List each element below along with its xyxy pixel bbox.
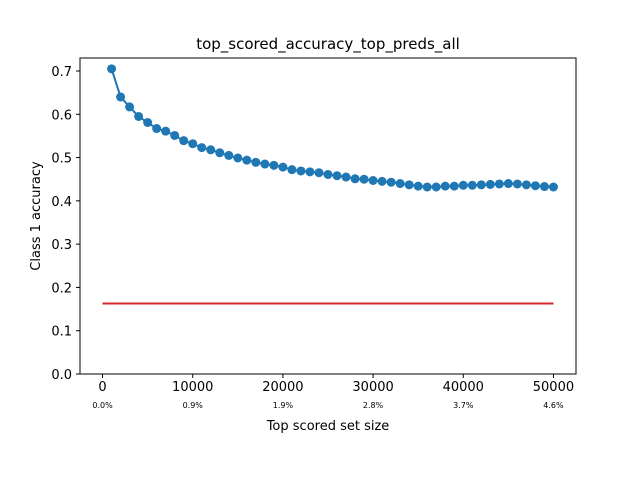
x-secondary-tick-label: 0.0% bbox=[92, 401, 113, 410]
series-0-point bbox=[530, 181, 540, 191]
y-tick-label: 0.2 bbox=[51, 281, 72, 296]
series-0-point bbox=[251, 157, 261, 167]
series-0-point bbox=[260, 159, 270, 169]
series-0-point bbox=[431, 182, 441, 192]
series-0-point bbox=[215, 148, 225, 158]
x-tick-label: 30000 bbox=[352, 380, 393, 395]
series-0-point bbox=[206, 145, 216, 155]
series-0-point bbox=[341, 172, 351, 182]
series-0-point bbox=[179, 136, 189, 146]
plot-area bbox=[102, 64, 558, 305]
x-axis-label: Top scored set size bbox=[266, 419, 390, 434]
x-secondary-tick-label: 4.6% bbox=[543, 401, 564, 410]
series-0-point bbox=[161, 126, 171, 136]
y-tick-label: 0.5 bbox=[51, 152, 72, 167]
series-0-point bbox=[449, 181, 459, 191]
series-0-point bbox=[458, 180, 468, 190]
series-0-point bbox=[323, 169, 333, 179]
series-0-point bbox=[305, 167, 315, 177]
series-0-point bbox=[314, 168, 324, 178]
series-0-point bbox=[377, 176, 387, 186]
series-0-point bbox=[521, 180, 531, 190]
y-tick-label: 0.6 bbox=[51, 108, 72, 123]
series-0-point bbox=[152, 124, 162, 134]
y-tick-label: 0.4 bbox=[51, 195, 72, 210]
series-0-point bbox=[278, 162, 288, 172]
x-tick-label: 0 bbox=[98, 380, 106, 395]
x-axis: 0 0.0% 10000 0.9% 20000 1.9% 30000 2.8% 40000 3.7… bbox=[92, 374, 574, 410]
y-tick-label: 0.1 bbox=[51, 325, 72, 340]
series-0-point bbox=[242, 155, 252, 165]
series-0-point bbox=[107, 64, 117, 74]
series-0-point bbox=[440, 181, 450, 191]
series-0-point bbox=[332, 171, 342, 181]
x-tick-label: 20000 bbox=[262, 380, 303, 395]
x-tick-label: 50000 bbox=[533, 380, 574, 395]
series-0-point bbox=[170, 130, 180, 140]
series-0-point bbox=[233, 153, 243, 163]
chart-title: top_scored_accuracy_top_preds_all bbox=[196, 35, 460, 54]
plot-frame bbox=[79, 57, 577, 375]
series-0-point bbox=[359, 174, 369, 184]
series-0-point bbox=[494, 179, 504, 189]
series-0-point bbox=[116, 92, 126, 102]
x-secondary-tick-label: 0.9% bbox=[183, 401, 204, 410]
series-0-point bbox=[188, 139, 198, 149]
series-0-point bbox=[143, 118, 153, 127]
series-0-point bbox=[413, 181, 423, 191]
series-0-point bbox=[125, 102, 135, 112]
series-0-point bbox=[224, 150, 234, 160]
series-0-point bbox=[269, 160, 279, 170]
y-tick-label: 0.3 bbox=[51, 238, 72, 253]
series-0-point bbox=[467, 180, 477, 190]
series-0-point bbox=[287, 165, 297, 175]
y-tick-label: 0.7 bbox=[51, 65, 72, 80]
series-0-point bbox=[350, 174, 360, 184]
series-0-point bbox=[197, 143, 207, 153]
series-0-point bbox=[512, 179, 522, 189]
x-secondary-tick-label: 3.7% bbox=[453, 401, 474, 410]
series-0-point bbox=[503, 179, 513, 189]
y-tick-label: 0.0 bbox=[51, 368, 72, 383]
x-secondary-tick-label: 1.9% bbox=[273, 401, 294, 410]
series-0-line bbox=[110, 68, 554, 188]
series-0-point bbox=[485, 179, 495, 189]
series-0-point bbox=[539, 182, 549, 192]
series-0-point bbox=[386, 177, 396, 187]
y-axis: 0.0 0.1 0.2 0.3 0.4 0.5 0.6 0.7 bbox=[51, 65, 80, 383]
x-tick-label: 10000 bbox=[172, 380, 213, 395]
series-0-point bbox=[368, 176, 378, 185]
y-axis-label: Class 1 accuracy bbox=[29, 161, 44, 271]
series-0-point bbox=[395, 179, 405, 189]
series-0-point bbox=[296, 166, 306, 176]
series-0-point bbox=[422, 182, 432, 192]
x-tick-label: 40000 bbox=[443, 380, 484, 395]
series-0-point bbox=[476, 180, 486, 190]
series-0-point bbox=[548, 182, 558, 192]
x-secondary-tick-label: 2.8% bbox=[363, 401, 384, 410]
series-0-point bbox=[134, 111, 144, 121]
series-0-point bbox=[404, 180, 414, 190]
